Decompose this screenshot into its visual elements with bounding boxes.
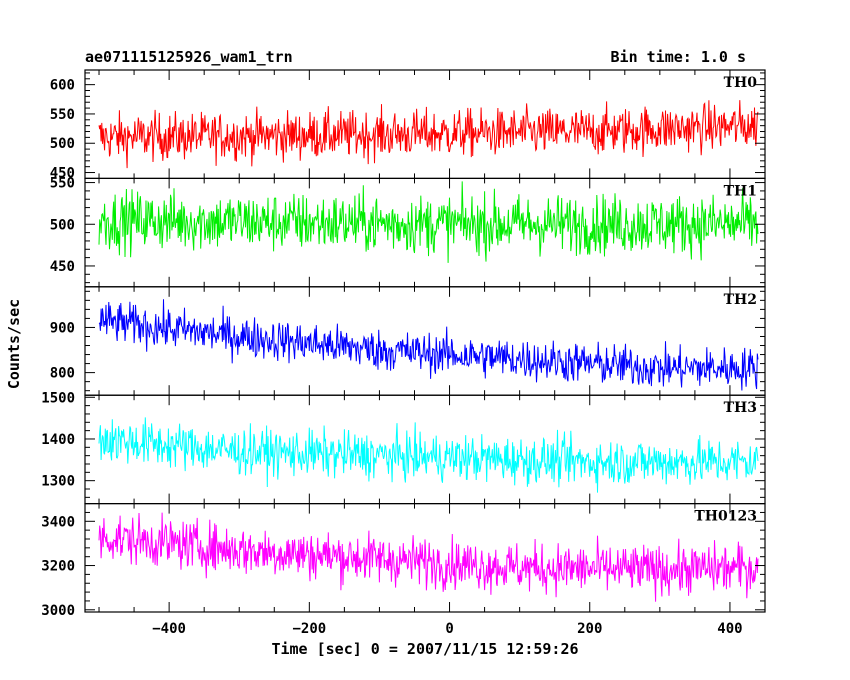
panel-label: TH0 (724, 75, 758, 91)
x-tick-label: −400 (152, 621, 186, 637)
series-line-th3 (98, 417, 759, 493)
panel-th2: 800 900 TH2 (50, 286, 766, 396)
panel-th0: 450 500 550 600 TH0 (50, 69, 766, 182)
x-tick-label: 0 (445, 621, 453, 637)
series-line-th0123 (98, 512, 759, 602)
y-tick-label: 3000 (41, 603, 75, 619)
panel-frame (84, 503, 766, 613)
y-axis-label: Counts/sec (5, 299, 23, 389)
panel-label: TH2 (724, 292, 757, 308)
panels-group: 450 500 550 600 TH0 450 500 550 TH1 800 900 TH2 1300… (41, 69, 766, 619)
y-tick-label: 500 (50, 217, 75, 233)
y-tick-label: 500 (50, 136, 75, 152)
y-tick-label: 1300 (41, 474, 75, 490)
y-tick-label: 3400 (41, 514, 75, 530)
panel-th3: 1300 1400 1500 TH3 (41, 390, 766, 505)
y-tick-label: 600 (50, 78, 75, 94)
panel-th0123: 3000 3200 3400 TH0123 (41, 503, 766, 619)
bin-time-label: Bin time: 1.0 s (611, 48, 746, 66)
y-tick-label: 800 (50, 366, 75, 382)
series-line-th1 (98, 181, 759, 263)
panel-label: TH1 (724, 183, 757, 199)
y-tick-label: 550 (50, 176, 75, 192)
y-tick-label: 450 (50, 166, 75, 182)
y-tick-label: 450 (50, 259, 75, 275)
x-axis-label: Time [sec] 0 = 2007/11/15 12:59:26 (271, 640, 578, 658)
series-line-th2 (98, 299, 759, 391)
y-tick-label: 1400 (41, 432, 75, 448)
panel-label: TH0123 (694, 509, 757, 525)
panel-th1: 450 500 550 TH1 (50, 176, 766, 288)
y-tick-label: 3200 (41, 559, 75, 575)
panel-label: TH3 (724, 400, 757, 416)
x-tick-label: 200 (577, 621, 602, 637)
chart-title: ae071115125926_wam1_trn (85, 48, 293, 66)
x-tick-label: −200 (292, 621, 326, 637)
x-axis: −400 −200 0 200 400 (152, 621, 742, 637)
x-tick-label: 400 (717, 621, 742, 637)
y-tick-label: 550 (50, 107, 75, 123)
y-tick-label: 900 (50, 320, 75, 336)
series-line-th0 (98, 100, 759, 169)
y-tick-label: 1500 (41, 390, 75, 406)
